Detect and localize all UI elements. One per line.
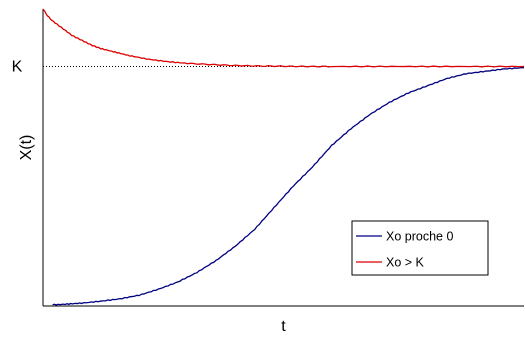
legend-box	[351, 220, 489, 276]
legend: Xo proche 0 Xo > K	[351, 220, 489, 276]
y-axis-label: X(t)	[18, 135, 35, 161]
legend-label-xo-proche-0: Xo proche 0	[386, 230, 453, 244]
ytick-label-k: K	[12, 58, 23, 75]
series-line-xo-k	[42, 8, 525, 68]
series-line-xo-proche-0	[52, 66, 525, 306]
series-group	[42, 8, 525, 306]
legend-label-xo-above-k: Xo > K	[386, 256, 425, 270]
x-axis-label: t	[281, 318, 286, 335]
